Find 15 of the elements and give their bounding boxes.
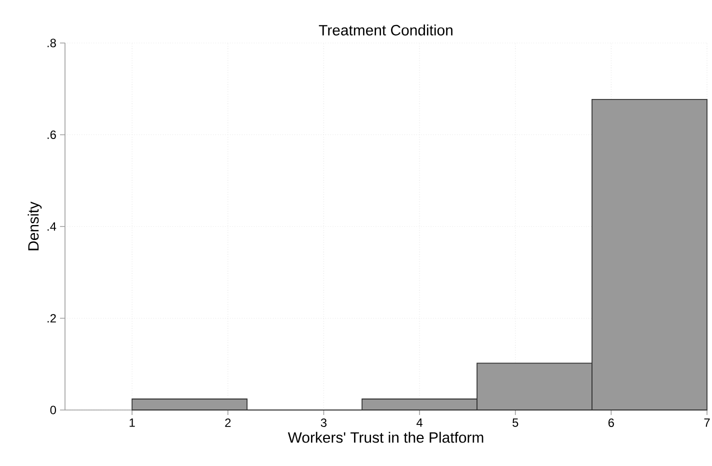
x-tick-label: 5 [512, 418, 518, 427]
y-tick-label: .8 [48, 38, 56, 48]
y-tick-label: .2 [48, 314, 56, 322]
chart-title: Treatment Condition [318, 24, 452, 36]
x-tick-label: 7 [704, 418, 710, 427]
y-axis-title: Density [28, 202, 42, 250]
x-tick-label: 3 [320, 418, 327, 427]
x-tick-label: 2 [225, 418, 231, 427]
x-tick-label: 1 [130, 418, 135, 427]
x-tick-label: 6 [608, 418, 614, 427]
x-tick-label: 4 [416, 418, 423, 427]
y-tick-label: .4 [48, 222, 56, 231]
y-tick-label: .6 [48, 130, 56, 139]
x-axis-title: Workers' Trust in the Platform [288, 432, 484, 443]
y-tick-label: 0 [50, 406, 56, 414]
